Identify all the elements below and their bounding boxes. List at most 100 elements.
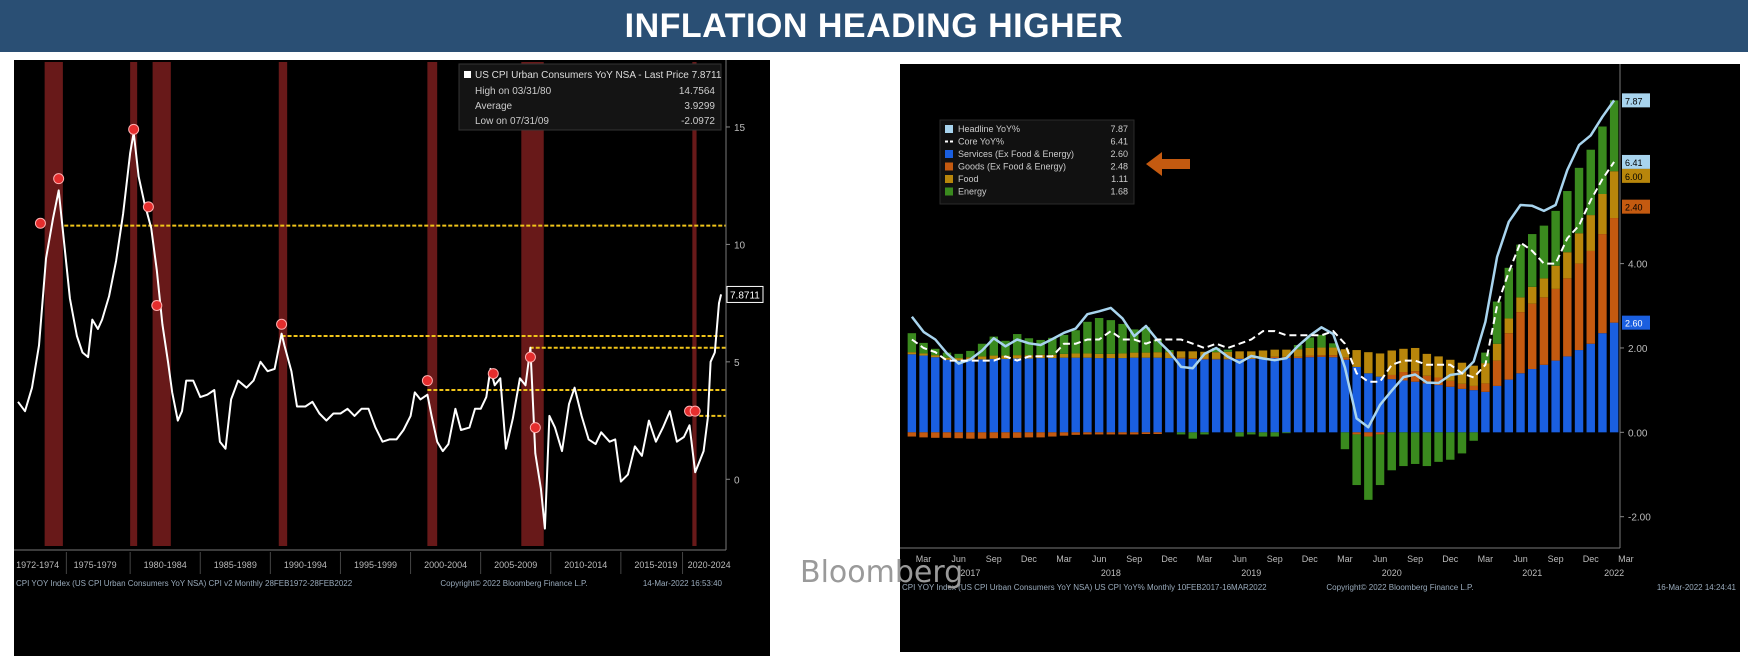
bar-services bbox=[1293, 358, 1303, 433]
bar-energy bbox=[1340, 432, 1350, 450]
bar-services bbox=[1551, 360, 1560, 433]
peak-marker bbox=[151, 299, 163, 311]
bar-goods bbox=[1410, 371, 1420, 382]
bar-goods bbox=[1563, 278, 1572, 357]
bar-food bbox=[931, 355, 940, 358]
bar-energy bbox=[1539, 225, 1549, 279]
bar-services bbox=[1586, 343, 1595, 433]
last-value-box bbox=[726, 285, 764, 303]
bar-services bbox=[954, 360, 963, 433]
legend-row-label: Average bbox=[475, 101, 513, 112]
peak-marker bbox=[128, 123, 140, 135]
bar-food bbox=[1387, 350, 1396, 375]
bar-food bbox=[1258, 350, 1268, 358]
bar-energy bbox=[1118, 323, 1127, 354]
bar-services bbox=[1001, 358, 1010, 433]
bar-food bbox=[1282, 349, 1291, 357]
bar-energy bbox=[1247, 432, 1256, 435]
bar-services bbox=[1609, 322, 1619, 433]
x-tick-label: 1975-1979 bbox=[74, 560, 117, 570]
bar-goods bbox=[1106, 432, 1116, 435]
bar-services bbox=[966, 359, 975, 433]
footer-source: CPI YOY Index (US CPI Urban Consumers Yo… bbox=[902, 583, 1267, 592]
bar-food bbox=[1469, 365, 1478, 386]
legend-item-value: 1.11 bbox=[1111, 174, 1128, 184]
bar-goods bbox=[1094, 432, 1104, 435]
y-tick-label: 5 bbox=[734, 358, 740, 369]
bar-energy bbox=[1352, 434, 1361, 486]
bar-goods bbox=[1141, 432, 1151, 435]
x-month-label: Mar bbox=[1197, 554, 1213, 564]
x-tick-label: 2005-2009 bbox=[494, 560, 537, 570]
bar-food bbox=[1305, 347, 1315, 356]
x-month-label: Sep bbox=[1126, 554, 1142, 564]
bar-services bbox=[1141, 357, 1151, 433]
bar-energy bbox=[1305, 337, 1315, 348]
y-tick-label: 0.00 bbox=[1628, 428, 1648, 439]
x-year-label: 2020 bbox=[1382, 568, 1402, 578]
bar-services bbox=[1059, 357, 1069, 433]
right-value-box bbox=[1622, 315, 1650, 330]
x-month-label: Sep bbox=[1548, 554, 1564, 564]
x-month-label: Dec bbox=[1442, 554, 1459, 564]
bar-goods bbox=[1609, 218, 1619, 323]
bar-energy bbox=[1492, 301, 1502, 344]
bar-goods bbox=[1293, 356, 1303, 359]
y-tick-label: 15 bbox=[734, 123, 746, 134]
bar-goods bbox=[1083, 432, 1092, 435]
bar-services bbox=[1504, 379, 1514, 433]
bar-goods bbox=[989, 432, 999, 439]
bar-services bbox=[1188, 358, 1197, 433]
bar-services bbox=[1516, 373, 1525, 433]
bar-goods bbox=[1176, 357, 1186, 359]
bar-services bbox=[1305, 357, 1315, 433]
legend-item-label: Core YoY% bbox=[958, 137, 1004, 147]
bar-goods bbox=[1012, 432, 1022, 438]
bar-food bbox=[1492, 343, 1502, 361]
bar-goods bbox=[1527, 303, 1537, 370]
bar-food bbox=[1071, 353, 1080, 358]
bar-services bbox=[1387, 379, 1396, 433]
footer-copyright: Copyright© 2022 Bloomberg Finance L.P. bbox=[440, 579, 587, 588]
bar-services bbox=[1481, 391, 1490, 433]
bar-energy bbox=[1200, 432, 1209, 435]
bar-services bbox=[1340, 359, 1350, 433]
bar-food bbox=[954, 358, 963, 361]
bar-food bbox=[1598, 194, 1607, 235]
bar-food bbox=[1574, 233, 1584, 264]
bar-goods bbox=[1118, 432, 1127, 435]
bar-goods bbox=[1036, 432, 1045, 438]
bar-goods bbox=[1270, 356, 1279, 359]
bar-services bbox=[1422, 383, 1432, 433]
bar-energy bbox=[1012, 334, 1022, 356]
bar-goods bbox=[1059, 432, 1069, 436]
bar-energy bbox=[1048, 337, 1057, 355]
bar-food bbox=[1094, 353, 1104, 359]
right-value-label: 2.40 bbox=[1625, 203, 1643, 213]
recession-band bbox=[44, 62, 63, 546]
cpi-yoy-line bbox=[17, 131, 723, 530]
x-year-label: 2021 bbox=[1522, 568, 1542, 578]
legend-swatch bbox=[945, 150, 953, 158]
bar-services bbox=[1317, 356, 1326, 433]
bar-food bbox=[1527, 286, 1537, 304]
bar-food bbox=[1153, 352, 1162, 358]
bar-services bbox=[907, 354, 917, 433]
bar-services bbox=[1071, 357, 1080, 433]
bar-energy bbox=[1258, 432, 1268, 437]
bar-services bbox=[931, 357, 940, 433]
bar-goods bbox=[1586, 250, 1595, 344]
bar-energy bbox=[942, 352, 952, 358]
page-title: INFLATION HEADING HIGHER bbox=[624, 6, 1124, 45]
bar-food bbox=[1399, 348, 1408, 373]
bar-food bbox=[1375, 353, 1385, 377]
bar-food bbox=[919, 353, 928, 356]
y-tick-label: 4.00 bbox=[1628, 260, 1648, 271]
bar-goods bbox=[1387, 374, 1396, 380]
bar-energy bbox=[1317, 334, 1326, 348]
core-line bbox=[911, 161, 1615, 383]
legend-row-label: High on 03/31/80 bbox=[475, 86, 552, 97]
legend-item-value: 6.41 bbox=[1110, 137, 1128, 147]
legend-swatch bbox=[945, 125, 953, 133]
x-year-label: 2019 bbox=[1241, 568, 1261, 578]
